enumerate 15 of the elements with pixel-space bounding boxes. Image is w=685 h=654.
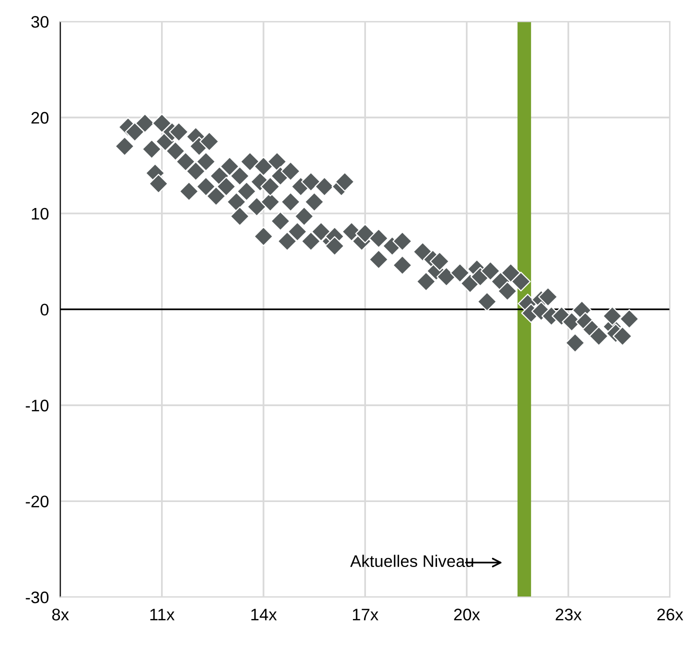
y-tick-label: -20 bbox=[26, 496, 49, 508]
annotation: Aktuelles Niveau bbox=[350, 554, 474, 568]
y-tick-label: 30 bbox=[31, 16, 49, 28]
x-tick-label: 23x bbox=[556, 608, 582, 620]
x-tick-label: 14x bbox=[251, 608, 277, 620]
y-tick-label: 20 bbox=[31, 112, 49, 124]
y-tick-label: 0 bbox=[40, 304, 49, 316]
x-tick-label: 20x bbox=[454, 608, 480, 620]
x-tick-label: 11x bbox=[150, 608, 175, 620]
x-tick-label: 8x bbox=[52, 608, 69, 620]
y-tick-label: -30 bbox=[26, 592, 49, 604]
x-tick-label: 26x bbox=[657, 608, 684, 620]
y-tick-label: 10 bbox=[32, 208, 49, 220]
y-tick-label: -10 bbox=[26, 400, 49, 412]
x-tick-label: 17x bbox=[352, 608, 378, 620]
